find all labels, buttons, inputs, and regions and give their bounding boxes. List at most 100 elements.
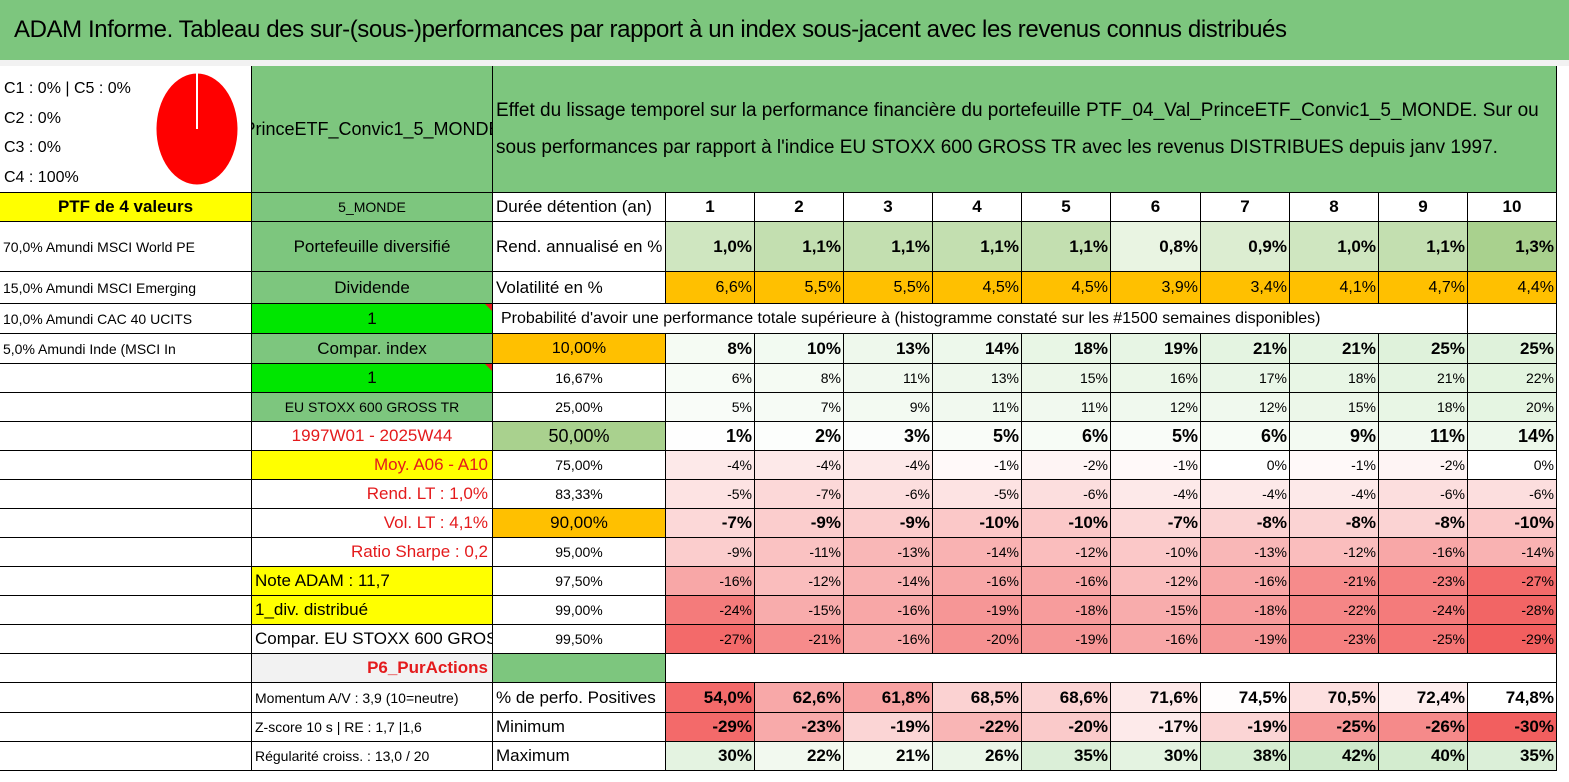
- empty-cell: [0, 509, 252, 538]
- quantile-label: 95,00%: [493, 538, 666, 567]
- year-header: 6: [1111, 193, 1201, 222]
- quantile-value: 18%: [1379, 393, 1468, 422]
- year-header: 2: [755, 193, 844, 222]
- max-value: 30%: [666, 742, 755, 771]
- quantile-value: -16%: [933, 567, 1022, 596]
- empty-cell: [0, 393, 252, 422]
- allocation-legend: C1 : 0% | C5 : 0% C2 : 0% C3 : 0% C4 : 1…: [4, 74, 131, 192]
- empty-cell: [0, 538, 252, 567]
- quantile-value: -7%: [666, 509, 755, 538]
- quantile-value: -10%: [933, 509, 1022, 538]
- quantile-value: -1%: [1290, 451, 1379, 480]
- moy-label: Moy. A06 - A10: [252, 451, 493, 480]
- quantile-value: 17%: [1201, 364, 1290, 393]
- quantile-value: -9%: [666, 538, 755, 567]
- max-value: 38%: [1201, 742, 1290, 771]
- quantile-value: -16%: [1022, 567, 1111, 596]
- quantile-value: 12%: [1111, 393, 1201, 422]
- quantile-value: 13%: [844, 334, 933, 364]
- quantile-value: 21%: [1290, 334, 1379, 364]
- empty-cell: [0, 480, 252, 509]
- holding-item: 10,0% Amundi CAC 40 UCITS: [0, 304, 252, 334]
- min-value: -19%: [844, 713, 933, 742]
- empty-cell: [0, 654, 252, 683]
- pos-value: 70,5%: [1290, 683, 1379, 713]
- legend-item: C1 : 0% | C5 : 0%: [4, 80, 131, 97]
- quantile-value: -7%: [755, 480, 844, 509]
- quantile-value: -8%: [1201, 509, 1290, 538]
- quantile-value: 20%: [1468, 393, 1557, 422]
- min-value: -29%: [666, 713, 755, 742]
- quantile-value: -7%: [1111, 509, 1201, 538]
- quantile-value: 10%: [755, 334, 844, 364]
- min-value: -23%: [755, 713, 844, 742]
- rend-value: 1,1%: [755, 222, 844, 272]
- max-value: 30%: [1111, 742, 1201, 771]
- quantile-value: -23%: [1379, 567, 1468, 596]
- rend-value: 1,1%: [1022, 222, 1111, 272]
- quantile-value: 0%: [1201, 451, 1290, 480]
- year-header: 5: [1022, 193, 1111, 222]
- min-value: -30%: [1468, 713, 1557, 742]
- pos-value: 68,5%: [933, 683, 1022, 713]
- legend-item: C4 : 100%: [4, 168, 79, 186]
- rend-lt: Rend. LT : 1,0%: [252, 480, 493, 509]
- quantile-value: -27%: [666, 625, 755, 654]
- quantile-value: 6%: [1201, 422, 1290, 451]
- pos-value: 54,0%: [666, 683, 755, 713]
- quantile-value: 1%: [666, 422, 755, 451]
- quantile-value: -6%: [1022, 480, 1111, 509]
- rend-value: 1,1%: [1379, 222, 1468, 272]
- rend-value: 1,3%: [1468, 222, 1557, 272]
- quantile-value: -5%: [933, 480, 1022, 509]
- vol-value: 6,6%: [666, 272, 755, 304]
- quantile-value: 11%: [1379, 422, 1468, 451]
- empty-cell: [0, 625, 252, 654]
- fund-name: PrinceETF_Convic1_5_MONDE: [252, 66, 493, 193]
- compar-index-label: Compar. index: [252, 334, 493, 364]
- vol-value: 4,5%: [933, 272, 1022, 304]
- legend-item: C2 : 0%: [4, 109, 61, 127]
- compar-label: Compar. EU STOXX 600 GROSS TR: [252, 625, 493, 654]
- quantile-value: 7%: [755, 393, 844, 422]
- max-value: 35%: [1468, 742, 1557, 771]
- legend-item: C3 : 0%: [4, 139, 61, 156]
- rend-value: 1,0%: [1290, 222, 1379, 272]
- quantile-label: 75,00%: [493, 451, 666, 480]
- pos-value: 74,5%: [1201, 683, 1290, 713]
- rend-value: 0,8%: [1111, 222, 1201, 272]
- quantile-value: 8%: [755, 364, 844, 393]
- dividend-count-input[interactable]: 1: [252, 304, 493, 334]
- vol-label: Volatilité en %: [493, 272, 666, 304]
- empty-green-cell: [493, 654, 666, 683]
- rend-value: 1,1%: [933, 222, 1022, 272]
- year-header: 9: [1379, 193, 1468, 222]
- quantile-label: 90,00%: [493, 509, 666, 538]
- vol-lt: Vol. LT : 4,1%: [252, 509, 493, 538]
- quantile-value: -19%: [933, 596, 1022, 625]
- quantile-value: -12%: [755, 567, 844, 596]
- quantile-value: -16%: [1379, 538, 1468, 567]
- rend-label: Rend. annualisé en %: [493, 222, 666, 272]
- quantile-value: 5%: [666, 393, 755, 422]
- max-label: Maximum: [493, 742, 666, 771]
- quantile-value: 25%: [1379, 334, 1468, 364]
- max-value: 21%: [844, 742, 933, 771]
- quantile-value: 11%: [933, 393, 1022, 422]
- empty-cell: [0, 683, 252, 713]
- quantile-label: 50,00%: [493, 422, 666, 451]
- performance-table: C1 : 0% | C5 : 0% C2 : 0% C3 : 0% C4 : 1…: [0, 66, 1567, 774]
- quantile-value: -19%: [1022, 625, 1111, 654]
- pos-label: % de perfo. Positives: [493, 683, 666, 713]
- year-header: 4: [933, 193, 1022, 222]
- index-name: EU STOXX 600 GROSS TR: [252, 393, 493, 422]
- quantile-value: -10%: [1022, 509, 1111, 538]
- quantile-value: -5%: [666, 480, 755, 509]
- year-header: 7: [1201, 193, 1290, 222]
- compar-index-input[interactable]: 1: [252, 364, 493, 393]
- quantile-value: -12%: [1022, 538, 1111, 567]
- max-value: 35%: [1022, 742, 1111, 771]
- quantile-value: 22%: [1468, 364, 1557, 393]
- momentum: Momentum A/V : 3,9 (10=neutre): [252, 683, 493, 713]
- quantile-value: -20%: [933, 625, 1022, 654]
